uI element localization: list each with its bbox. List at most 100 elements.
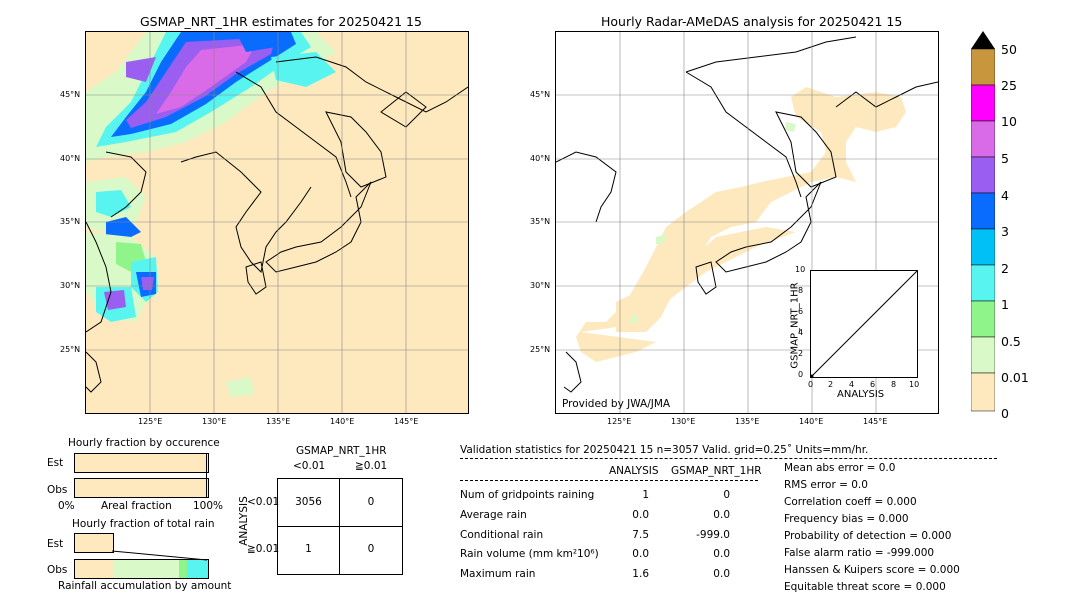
- inset-xlabel: ANALYSIS: [837, 389, 885, 400]
- left-map: [85, 31, 469, 414]
- colorbar-tick: 5: [1001, 151, 1009, 166]
- lat-label: 30°N: [530, 281, 551, 290]
- validation-row-label: Conditional rain: [460, 529, 544, 541]
- inset-ytick: 4: [798, 328, 804, 337]
- lon-label: 135°E: [735, 417, 760, 426]
- lat-label: 25°N: [60, 345, 81, 354]
- total-obs-bar: [74, 559, 209, 579]
- colorbar: [970, 31, 996, 413]
- colorbar-canvas: [970, 31, 996, 412]
- colorbar-tick: 2: [1001, 261, 1009, 276]
- validation-row-label: Maximum rain: [460, 568, 536, 580]
- inset-xtick: 6: [870, 380, 876, 389]
- colorbar-tick: 0.01: [1001, 370, 1029, 385]
- left-map-title: GSMAP_NRT_1HR estimates for 20250421 15: [140, 14, 422, 29]
- contingency-col1: <0.01: [293, 460, 326, 472]
- contingency-cell: 1: [305, 543, 312, 555]
- right-map-title: Hourly Radar-AMeDAS analysis for 2025042…: [601, 14, 903, 29]
- right-map: Provided by JWA/JMA: [555, 31, 939, 414]
- contingency-row2: ≧0.01: [247, 543, 280, 555]
- inset-xtick: 10: [909, 380, 920, 389]
- inset-canvas: [811, 271, 917, 377]
- validation-header-rule: [460, 458, 997, 459]
- validation-row-analysis: 1.6: [632, 568, 649, 580]
- validation-header: Validation statistics for 20250421 15 n=…: [460, 444, 869, 456]
- validation-row-label: Rain volume (mm km²10⁶): [460, 548, 599, 560]
- occurrence-obs-label: Obs: [47, 484, 68, 496]
- lon-label: 140°E: [799, 417, 824, 426]
- colorbar-tick: 25: [1001, 78, 1017, 93]
- lat-label: 45°N: [60, 90, 81, 99]
- score-line: Probability of detection = 0.000: [784, 530, 952, 542]
- lat-label: 35°N: [530, 217, 551, 226]
- colorbar-arrow: [971, 31, 995, 49]
- occurrence-est-bar: [74, 453, 209, 473]
- validation-row-label: Average rain: [460, 509, 527, 521]
- inset-xtick: 2: [828, 380, 834, 389]
- validation-col-analysis: ANALYSIS: [609, 465, 659, 477]
- left-precip-layer: [86, 32, 336, 397]
- contingency-cell: 0: [367, 543, 375, 555]
- validation-row-analysis: 1: [642, 489, 649, 501]
- lat-label: 45°N: [530, 90, 551, 99]
- occurrence-x1: 100%: [193, 500, 224, 512]
- validation-row-analysis: 0.0: [632, 548, 649, 560]
- lat-label: 25°N: [530, 345, 551, 354]
- lon-label: 135°E: [266, 417, 291, 426]
- total-est-label: Est: [47, 538, 64, 550]
- colorbar-tick: 50: [1001, 42, 1017, 57]
- lat-label: 35°N: [60, 217, 81, 226]
- lon-label: 130°E: [202, 417, 227, 426]
- score-line: Equitable threat score = 0.000: [784, 581, 946, 593]
- occurrence-divider: [206, 453, 207, 497]
- inset-scatter: [810, 270, 918, 378]
- lon-label: 145°E: [863, 417, 888, 426]
- score-line: Correlation coeff = 0.000: [784, 496, 917, 508]
- validation-row-analysis: 0.0: [632, 509, 649, 521]
- diagonal-line: [811, 271, 917, 377]
- colorbar-tick: 0: [1001, 406, 1009, 421]
- total-connector: [112, 550, 208, 561]
- inset-xtick: 4: [849, 380, 855, 389]
- score-line: RMS error = 0.0: [784, 479, 868, 491]
- inset-ytick: 8: [798, 286, 804, 295]
- score-line: Mean abs error = 0.0: [784, 462, 896, 474]
- lon-label: 130°E: [671, 417, 696, 426]
- inset-xtick: 8: [891, 380, 897, 389]
- validation-col-gsmap: GSMAP_NRT_1HR: [671, 465, 762, 477]
- contingency-cell: 3056: [295, 496, 322, 508]
- contingency-cell: 0: [367, 496, 375, 508]
- inset-ytick: 10: [795, 265, 806, 274]
- inset-ytick: 2: [798, 349, 804, 358]
- scatter-point: [811, 374, 814, 377]
- occurrence-title: Hourly fraction by occurence: [68, 437, 220, 449]
- right-analysis-area: [576, 87, 906, 362]
- contingency-title: GSMAP_NRT_1HR: [296, 445, 387, 457]
- validation-row-analysis: 7.5: [632, 529, 649, 541]
- left-grid: [86, 32, 468, 413]
- lon-label: 140°E: [330, 417, 355, 426]
- total-xlabel: Rainfall accumulation by amount: [58, 580, 232, 592]
- right-map-canvas: [556, 32, 938, 413]
- score-line: False alarm ratio = -999.000: [784, 547, 935, 559]
- occurrence-xlabel: Areal fraction: [101, 500, 172, 512]
- inset-xtick: 0: [808, 380, 814, 389]
- lon-label: 125°E: [607, 417, 632, 426]
- contingency-row1: <0.01: [247, 496, 280, 508]
- validation-row-gsmap: -999.0: [696, 529, 730, 541]
- lat-label: 30°N: [60, 281, 81, 290]
- validation-row-label: Num of gridpoints raining: [460, 489, 595, 501]
- total-obs-label: Obs: [47, 564, 68, 576]
- validation-row-gsmap: 0.0: [713, 509, 730, 521]
- validation-row-gsmap: 0: [723, 489, 730, 501]
- left-map-canvas: [86, 32, 468, 413]
- inset-ytick: 6: [798, 307, 804, 316]
- colorbar-tick: 1: [1001, 297, 1009, 312]
- total-title: Hourly fraction of total rain: [72, 518, 215, 530]
- validation-col-rule: [460, 480, 758, 481]
- credit-text: Provided by JWA/JMA: [562, 398, 671, 410]
- contingency-col2: ≧0.01: [355, 460, 388, 472]
- score-line: Frequency bias = 0.000: [784, 513, 909, 525]
- colorbar-tick: 3: [1001, 224, 1009, 239]
- colorbar-tick: 0.5: [1001, 334, 1021, 349]
